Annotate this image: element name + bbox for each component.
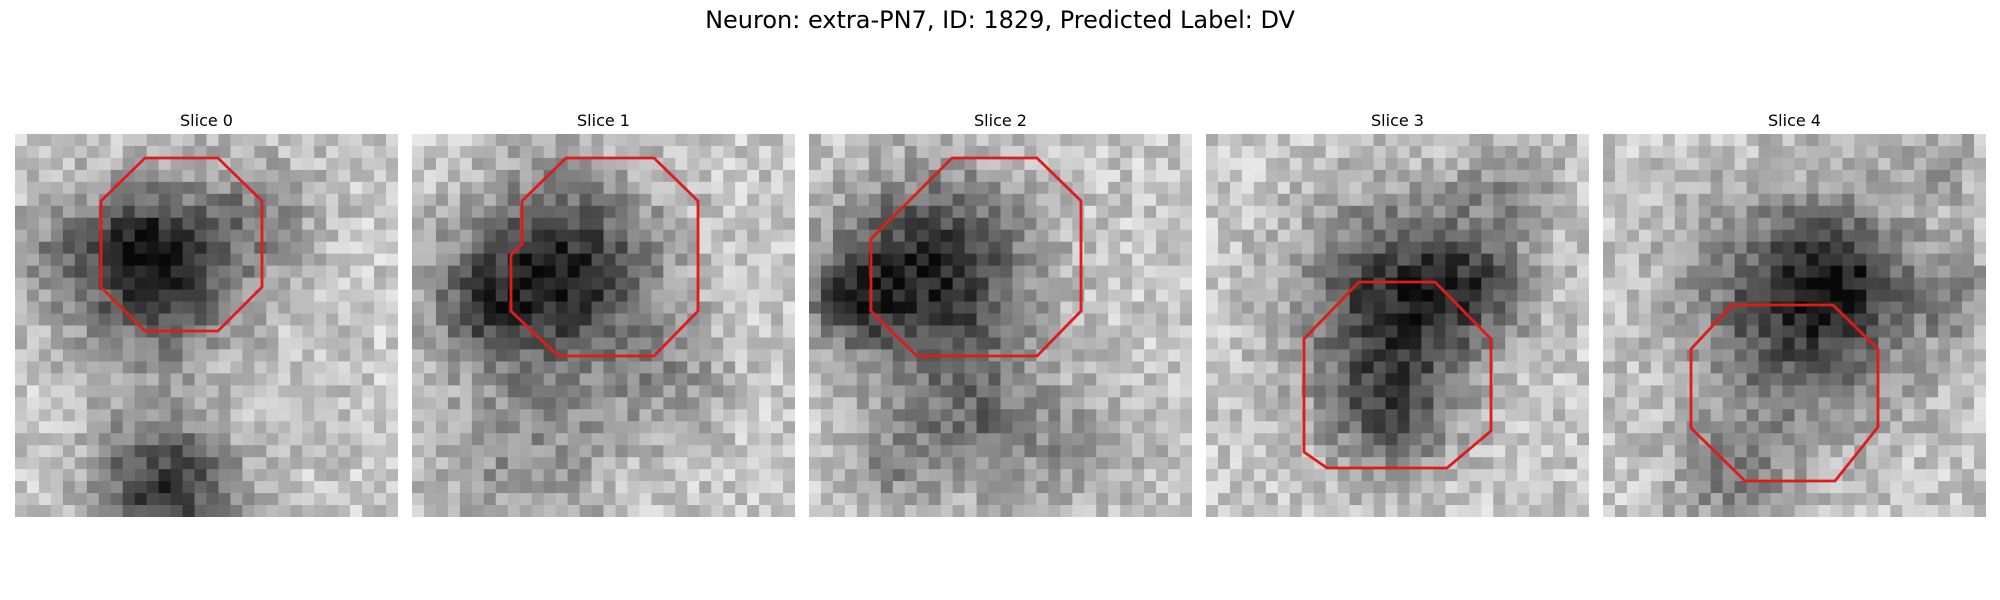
slice-title-4: Slice 4 [1768,111,1821,130]
slice-image-0 [15,134,398,517]
roi-outline [1302,280,1493,470]
figure-title: Neuron: extra-PN7, ID: 1829, Predicted L… [705,6,1295,34]
slice-panel-1: Slice 1 [412,108,795,517]
slice-title-0: Slice 0 [180,111,233,130]
slice-title-3: Slice 3 [1371,111,1424,130]
roi-outline [1689,303,1880,483]
pixel-mosaic [1206,134,1589,517]
slice-panel-4: Slice 4 [1603,108,1986,517]
roi-outline [869,156,1083,358]
slice-panel-2: Slice 2 [809,108,1192,517]
slice-panel-0: Slice 0 [15,108,398,517]
pixel-mosaic [412,134,795,517]
pixel-mosaic [15,134,398,517]
slice-image-1 [412,134,795,517]
roi-outline [509,156,700,358]
slice-title-2: Slice 2 [974,111,1027,130]
pixel-mosaic [809,134,1192,517]
slice-title-1: Slice 1 [577,111,630,130]
roi-outline [99,156,264,333]
pixel-mosaic [1603,134,1986,517]
slice-image-3 [1206,134,1589,517]
slice-panel-3: Slice 3 [1206,108,1589,517]
slice-image-2 [809,134,1192,517]
slice-image-4 [1603,134,1986,517]
